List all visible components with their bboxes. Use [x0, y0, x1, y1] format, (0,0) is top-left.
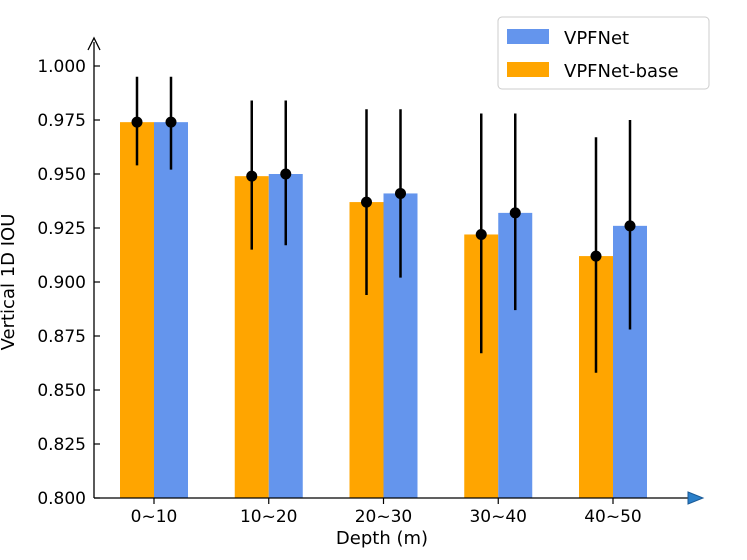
bar-vpfnet-0: [154, 122, 188, 498]
x-tick-label: 30~40: [469, 507, 527, 527]
y-tick-label: 0.900: [37, 273, 86, 293]
y-tick-label: 0.975: [37, 111, 86, 131]
mean-point: [590, 250, 602, 262]
error-bars-layer: [131, 76, 636, 373]
bars-layer: [120, 122, 647, 499]
mean-point: [624, 220, 636, 232]
legend-label-vpfnet-base: VPFNet-base: [564, 61, 679, 82]
legend-frame: [497, 16, 710, 90]
y-tick-label: 0.800: [37, 489, 86, 509]
y-tick-label: 0.825: [37, 435, 86, 455]
legend-swatch-vpfnet-base: [507, 62, 549, 77]
x-tick-label: 40~50: [584, 507, 642, 527]
y-ticks: 0.800 0.825 0.850 0.875 0.900 0.925 0.950 0.975…: [37, 57, 100, 509]
y-axis-label: Vertical 1D IOU: [0, 214, 19, 351]
y-tick-label: 1.000: [37, 57, 86, 77]
x-axis-arrow-icon: [687, 491, 705, 505]
x-tick-label: 0~10: [131, 507, 178, 527]
x-tick-label: 10~20: [240, 507, 298, 527]
y-tick-label: 0.875: [37, 327, 86, 347]
mean-point: [280, 168, 292, 180]
y-tick-label: 0.950: [37, 165, 86, 185]
mean-point: [509, 207, 521, 219]
x-axis-label: Depth (m): [336, 528, 428, 549]
y-axis-arrow-icon: [87, 36, 101, 51]
y-tick-label: 0.850: [37, 381, 86, 401]
mean-point: [361, 196, 372, 208]
mean-point: [395, 187, 406, 199]
legend: VPFNet VPFNet-base: [497, 16, 710, 90]
legend-label-vpfnet: VPFNet: [564, 28, 629, 49]
bar-vpfnet-base-0: [120, 122, 154, 498]
mean-point: [131, 116, 143, 128]
mean-point: [475, 228, 487, 240]
y-tick-label: 0.925: [37, 219, 86, 239]
axes: [87, 36, 705, 505]
legend-swatch-vpfnet: [507, 29, 549, 44]
mean-point: [165, 116, 177, 128]
x-tick-label: 20~30: [355, 507, 413, 527]
x-ticks: 0~10 10~20 20~30 30~40 40~50: [131, 498, 642, 527]
mean-point: [246, 170, 258, 182]
